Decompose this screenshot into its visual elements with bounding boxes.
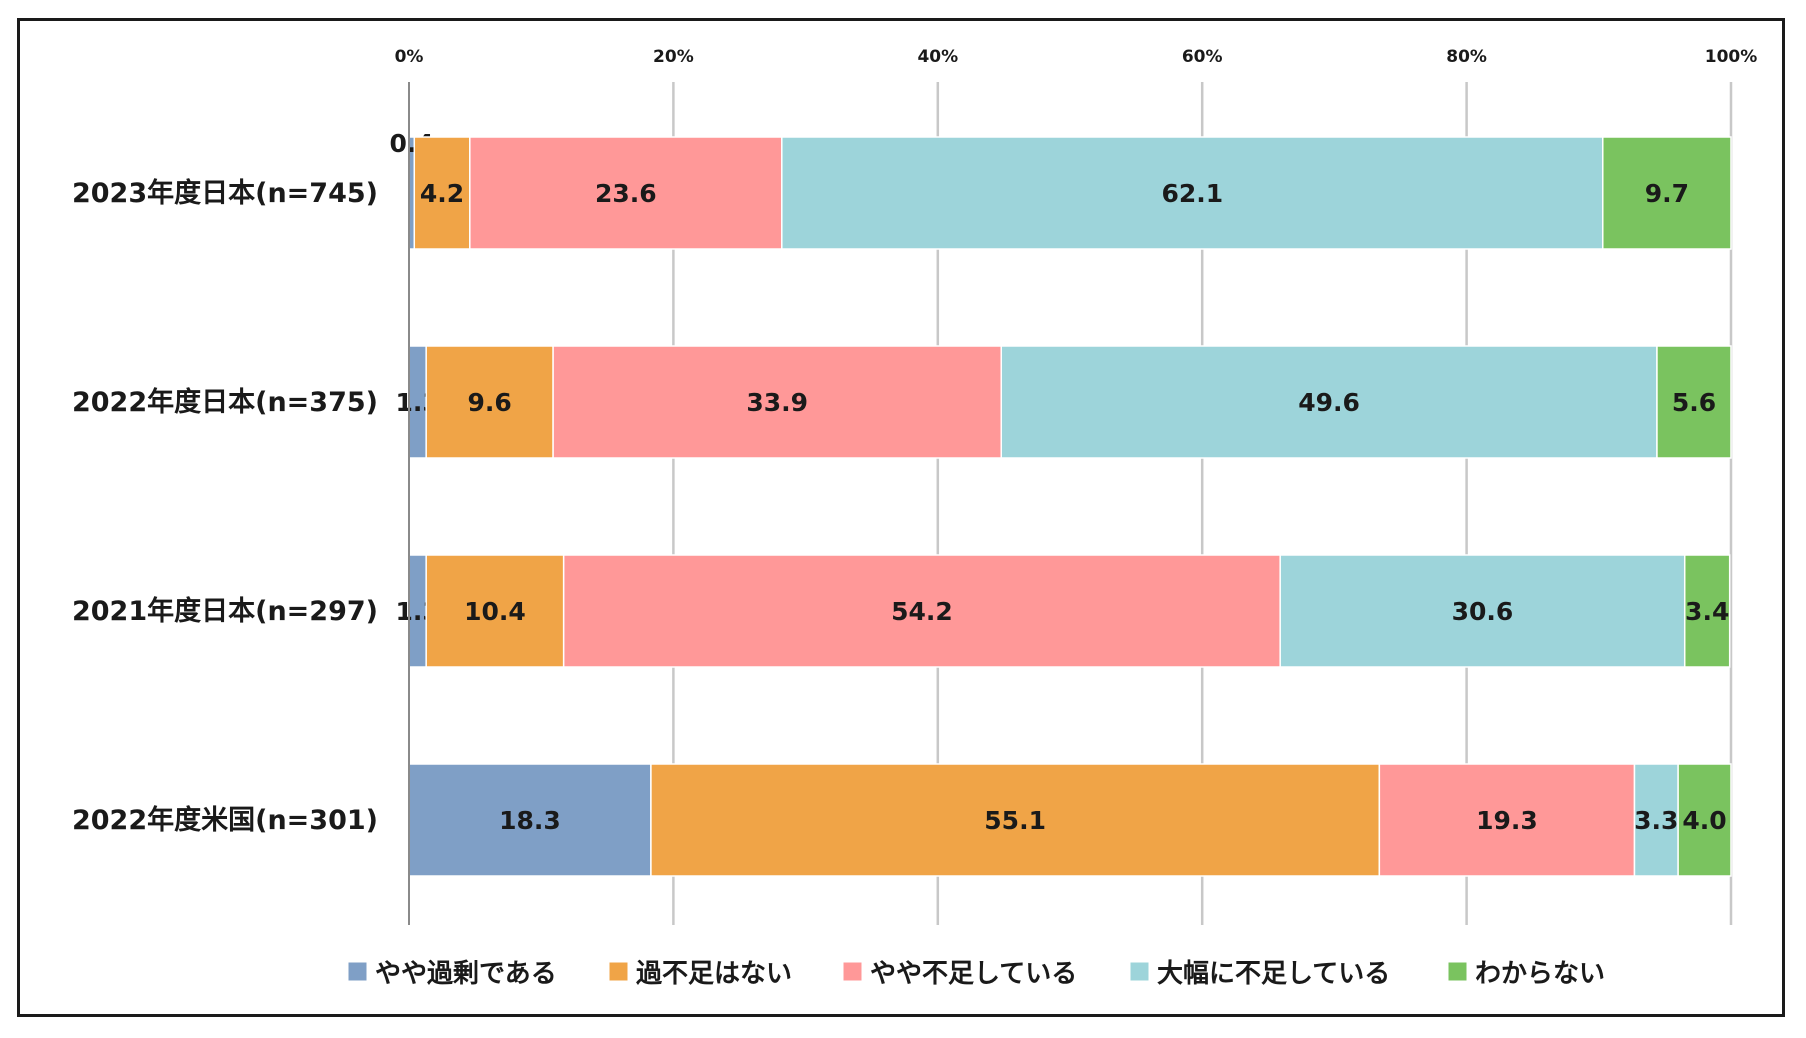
data-label: 4.2 xyxy=(420,179,464,208)
bar-segment xyxy=(1000,345,1658,459)
legend-label: 大幅に不足している xyxy=(1157,959,1390,989)
category-label: 2022年度米国(n=301) xyxy=(72,804,378,836)
data-label: 62.1 xyxy=(1161,179,1223,208)
x-tick-label: 0% xyxy=(395,47,424,67)
bar-segment xyxy=(1677,763,1732,877)
category-label: 2023年度日本(n=745) xyxy=(72,177,378,209)
data-label: 30.6 xyxy=(1452,597,1514,626)
legend-swatch xyxy=(1447,961,1468,982)
bar-segment xyxy=(1602,136,1732,250)
legend-swatch xyxy=(347,961,368,982)
data-label: 54.2 xyxy=(891,597,953,626)
legend-label: わからない xyxy=(1475,959,1605,989)
bar-segment xyxy=(408,763,652,877)
bar-segment xyxy=(1683,554,1731,668)
x-tick-label: 100% xyxy=(1705,47,1758,67)
data-label: 23.6 xyxy=(595,179,657,208)
bar-segment xyxy=(552,345,1003,459)
legend-swatch xyxy=(842,961,863,982)
legend-swatch xyxy=(608,961,629,982)
bar-segment xyxy=(562,554,1281,668)
legend-swatch xyxy=(1129,961,1150,982)
data-label: 10.4 xyxy=(464,597,526,626)
data-label: 49.6 xyxy=(1298,388,1360,417)
legend-label: 過不足はない xyxy=(636,959,792,989)
data-label: 3.3 xyxy=(1634,806,1678,835)
category-label: 2022年度日本(n=375) xyxy=(72,386,378,418)
data-label: 9.7 xyxy=(1645,179,1689,208)
x-tick-label: 80% xyxy=(1446,47,1487,67)
legend-label: やや過剰である xyxy=(375,959,557,989)
category-label: 2021年度日本(n=297) xyxy=(72,595,378,627)
bar-segment xyxy=(650,763,1381,877)
legend-label: やや不足している xyxy=(870,959,1077,989)
data-label: 19.3 xyxy=(1476,806,1538,835)
data-label: 55.1 xyxy=(984,806,1046,835)
x-tick-label: 40% xyxy=(917,47,958,67)
x-tick-label: 60% xyxy=(1182,47,1223,67)
bar-segment xyxy=(1656,345,1732,459)
data-label: 33.9 xyxy=(746,388,808,417)
data-label: 4.0 xyxy=(1682,806,1726,835)
x-tick-label: 20% xyxy=(653,47,694,67)
data-label: 9.6 xyxy=(467,388,511,417)
bar-segment xyxy=(1279,554,1686,668)
data-label: 3.4 xyxy=(1685,597,1729,626)
bar-segment xyxy=(781,136,1604,250)
data-label: 18.3 xyxy=(499,806,561,835)
bar-segment xyxy=(1633,763,1679,877)
bar-segment xyxy=(1378,763,1636,877)
data-label: 5.6 xyxy=(1672,388,1716,417)
